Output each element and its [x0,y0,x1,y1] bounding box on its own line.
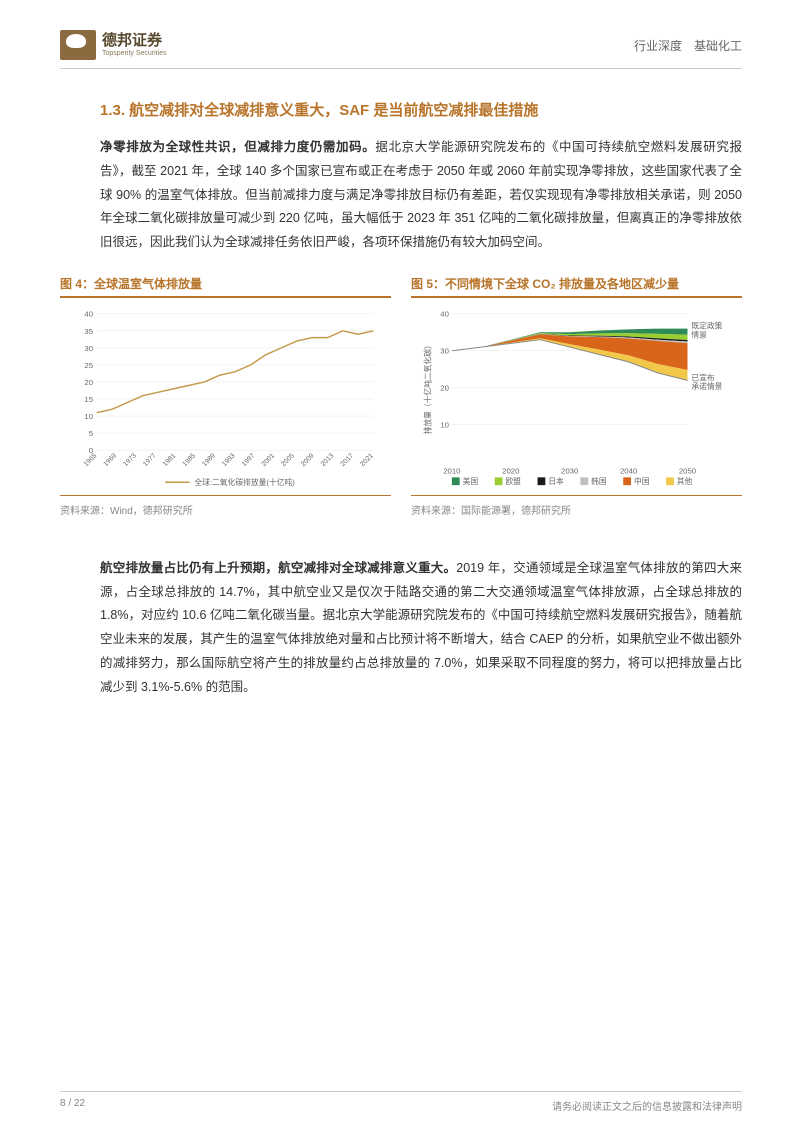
svg-text:25: 25 [84,361,93,370]
fig4-source: 资料来源：Wind，德邦研究所 [60,502,391,517]
svg-text:全球:二氧化碳排放量(十亿吨): 全球:二氧化碳排放量(十亿吨) [194,477,295,487]
svg-text:2040: 2040 [620,466,638,475]
svg-text:2001: 2001 [261,452,277,468]
svg-text:1981: 1981 [162,452,178,468]
svg-text:2005: 2005 [280,452,296,468]
svg-text:情景: 情景 [691,329,707,339]
figure-4: 图 4：全球温室气体排放量 05101520253035401965196919… [60,275,391,517]
logo-block: 德邦证券 Topsperity Securities [60,30,167,60]
svg-text:10: 10 [440,420,449,429]
logo-en: Topsperity Securities [102,50,167,57]
svg-text:其他: 其他 [677,476,693,486]
svg-text:35: 35 [84,327,93,336]
fig5-svg: 排放量（十亿吨二氧化碳）1020304020102020203020402050… [411,306,742,491]
svg-text:韩国: 韩国 [591,476,607,486]
svg-text:10: 10 [84,412,93,421]
fig5-title: 图 5：不同情境下全球 CO₂ 排放量及各地区减少量 [411,275,742,298]
svg-text:1969: 1969 [102,452,118,468]
svg-text:欧盟: 欧盟 [505,476,521,486]
svg-text:2021: 2021 [359,452,375,468]
fig4-chart: 0510152025303540196519691973197719811985… [60,306,391,496]
svg-text:40: 40 [84,309,93,318]
para2-lead: 航空排放量占比仍有上升预期，航空减排对全球减排意义重大。 [100,561,456,575]
figure-5: 图 5：不同情境下全球 CO₂ 排放量及各地区减少量 排放量（十亿吨二氧化碳） 1… [411,275,742,517]
svg-text:2009: 2009 [300,452,316,468]
logo-icon [60,30,96,60]
svg-text:中国: 中国 [634,476,650,486]
svg-text:20: 20 [84,378,93,387]
svg-text:1977: 1977 [142,452,158,468]
svg-text:1997: 1997 [241,452,257,468]
page-number: 8 / 22 [60,1098,85,1113]
svg-text:30: 30 [84,344,93,353]
svg-text:已宣布: 已宣布 [691,372,715,382]
section-title: 1.3. 航空减排对全球减排意义重大，SAF 是当前航空减排最佳措施 [100,99,742,120]
paragraph-2: 航空排放量占比仍有上升预期，航空减排对全球减排意义重大。2019 年，交通领域是… [100,557,742,700]
svg-text:40: 40 [440,309,449,318]
fig4-svg: 0510152025303540196519691973197719811985… [60,306,391,491]
svg-text:承诺情景: 承诺情景 [691,381,722,391]
svg-text:2050: 2050 [679,466,697,475]
svg-text:2017: 2017 [340,452,356,468]
fig4-title: 图 4：全球温室气体排放量 [60,275,391,298]
paragraph-1: 净零排放为全球性共识，但减排力度仍需加码。据北京大学能源研究院发布的《中国可持续… [100,136,742,255]
svg-text:2030: 2030 [561,466,579,475]
footer-disclaimer: 请务必阅读正文之后的信息披露和法律声明 [552,1098,742,1113]
fig5-chart: 排放量（十亿吨二氧化碳）1020304020102020203020402050… [411,306,742,496]
svg-text:2013: 2013 [320,452,336,468]
svg-text:1973: 1973 [122,452,138,468]
svg-text:排放量（十亿吨二氧化碳）: 排放量（十亿吨二氧化碳） [422,341,432,434]
fig5-source: 资料来源：国际能源署，德邦研究所 [411,502,742,517]
logo-cn: 德邦证券 [102,33,167,48]
svg-text:20: 20 [440,383,449,392]
para1-rest: 据北京大学能源研究院发布的《中国可持续航空燃料发展研究报告》，截至 2021 年… [100,140,742,249]
svg-text:1985: 1985 [182,452,198,468]
header-category: 行业深度 基础化工 [634,37,742,54]
para2-rest: 2019 年，交通领域是全球温室气体排放的第四大来源，占全球总排放的 14.7%… [100,561,742,694]
svg-text:既定政策: 既定政策 [691,320,722,330]
svg-text:1965: 1965 [83,452,99,468]
figures-row: 图 4：全球温室气体排放量 05101520253035401965196919… [60,275,742,517]
svg-text:15: 15 [84,395,93,404]
page-header: 德邦证券 Topsperity Securities 行业深度 基础化工 [60,30,742,69]
para1-lead: 净零排放为全球性共识，但减排力度仍需加码。 [100,140,375,154]
svg-text:2010: 2010 [443,466,461,475]
svg-text:5: 5 [89,429,93,438]
svg-text:1993: 1993 [221,452,237,468]
page-footer: 8 / 22 请务必阅读正文之后的信息披露和法律声明 [60,1091,742,1113]
svg-text:1989: 1989 [201,452,217,468]
svg-text:美国: 美国 [463,476,479,486]
svg-text:2020: 2020 [502,466,520,475]
svg-text:30: 30 [440,346,449,355]
svg-text:日本: 日本 [548,476,564,486]
